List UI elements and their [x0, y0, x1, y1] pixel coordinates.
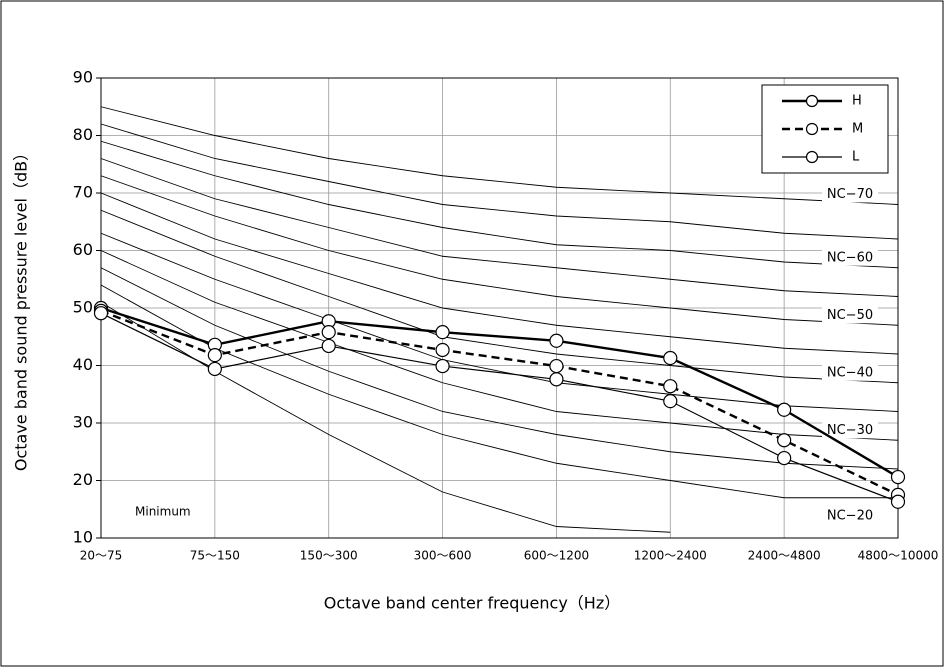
nc-curve	[100, 232, 899, 412]
x-tick-label: 600～1200	[524, 549, 589, 563]
nc-label: NC−70	[827, 187, 873, 202]
nc-label: NC−60	[827, 250, 873, 265]
y-tick-label: 80	[73, 125, 93, 144]
point	[890, 494, 906, 509]
series-line	[100, 309, 899, 496]
nc-curve	[100, 106, 899, 205]
nc-curve	[100, 267, 899, 470]
legend-marker	[805, 94, 819, 108]
point	[435, 358, 450, 374]
nc-curve	[100, 284, 898, 499]
nc-label-bg	[822, 186, 878, 203]
nc-label: NC−40	[827, 365, 873, 380]
nc-label: NC−50	[827, 308, 873, 323]
point	[549, 372, 564, 387]
x-tick-label: 1200～2400	[634, 549, 707, 563]
nc-label-bg	[822, 307, 878, 324]
legend-label: H	[852, 94, 862, 109]
nc-label: NC−30	[827, 423, 873, 438]
point	[207, 361, 222, 377]
nc-label: NC−20	[827, 509, 873, 524]
nc-curve	[100, 192, 899, 355]
nc-label-bg	[822, 508, 878, 524]
point	[435, 342, 450, 358]
annotation: Minimum	[135, 505, 191, 519]
y-tick-label: 70	[73, 183, 93, 202]
point	[663, 394, 678, 409]
x-tick-label: 75～150	[190, 549, 240, 563]
y-tick-label: 30	[73, 413, 93, 432]
x-tick-label: 4800～10000	[858, 549, 939, 563]
point	[663, 350, 678, 366]
point	[549, 358, 564, 374]
point	[435, 325, 450, 340]
nc-label-bg	[822, 249, 878, 266]
point	[777, 402, 792, 417]
nc-curve	[100, 123, 899, 240]
x-tick-label: 300～600	[414, 549, 472, 563]
nc-curve	[100, 209, 899, 384]
nc-curve	[100, 158, 899, 297]
x-tick-label: 20～75	[80, 549, 123, 563]
x-axis-label: Octave band center frequency（Hz）	[324, 594, 620, 613]
nc-label-bg	[822, 422, 878, 439]
y-tick-label: 50	[73, 298, 93, 317]
y-tick-label: 60	[73, 240, 93, 259]
series-line	[100, 312, 899, 503]
point	[777, 450, 792, 466]
legend-label: L	[852, 150, 860, 165]
x-tick-label: 2400～4800	[748, 549, 821, 563]
nc-curve	[100, 250, 899, 441]
y-tick-label: 10	[73, 528, 93, 547]
point	[777, 433, 792, 448]
point	[321, 338, 336, 354]
legend-marker	[805, 122, 819, 136]
y-tick-label: 90	[73, 68, 93, 87]
nc-curve	[100, 140, 899, 269]
legend-marker	[805, 150, 819, 164]
point	[663, 379, 678, 394]
series-line	[100, 306, 899, 479]
legend-label: M	[852, 122, 863, 137]
nc-curve	[100, 175, 899, 326]
point	[549, 333, 564, 348]
point	[321, 325, 336, 340]
y-tick-label: 40	[73, 355, 93, 374]
nc-label-bg	[822, 364, 878, 381]
point	[93, 306, 109, 321]
point	[890, 469, 906, 485]
y-tick-label: 20	[73, 470, 93, 489]
x-tick-label: 150～300	[300, 549, 358, 563]
point	[207, 348, 222, 363]
y-axis-label: Octave band sound pressure level（dB）	[12, 145, 31, 471]
